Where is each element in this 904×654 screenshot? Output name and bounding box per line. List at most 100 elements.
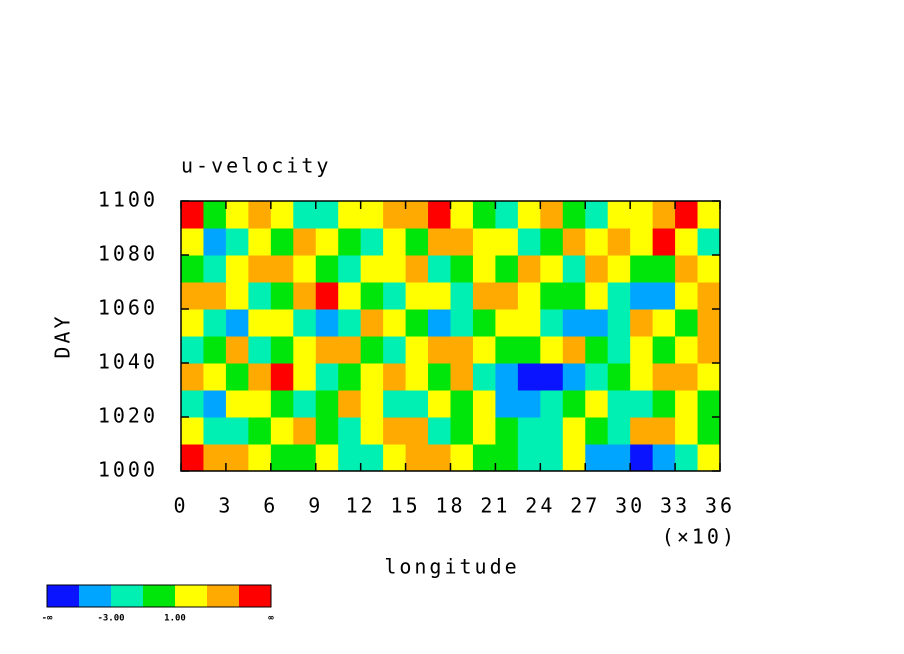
heatmap-cell (540, 228, 564, 256)
heatmap-cell (675, 228, 699, 256)
heatmap-cell (315, 255, 339, 283)
heatmap-cell (293, 282, 317, 310)
heatmap-cell (428, 417, 451, 445)
heatmap-cell (697, 255, 721, 283)
heatmap-cell (540, 363, 564, 391)
x-tick-label: 24 (525, 494, 555, 518)
y-tick-label: 1040 (98, 350, 158, 374)
x-tick-label: 0 (173, 494, 188, 518)
y-tick-label: 1000 (98, 458, 158, 482)
heatmap-cell (293, 201, 317, 229)
heatmap-cell (585, 228, 609, 256)
heatmap-cell (405, 363, 429, 391)
heatmap-cell (607, 255, 631, 283)
heatmap-cell (181, 444, 204, 472)
heatmap-cell (405, 201, 429, 229)
heatmap-cell (315, 444, 339, 472)
heatmap-cell (585, 282, 609, 310)
heatmap-cell (360, 444, 384, 472)
heatmap-cell (630, 228, 654, 256)
heatmap-cell (630, 417, 654, 445)
heatmap-cell (450, 201, 474, 229)
heatmap-cell (293, 444, 317, 472)
heatmap-cell (607, 228, 631, 256)
heatmap-cell (450, 255, 474, 283)
heatmap-cell (517, 228, 541, 256)
heatmap-cell (517, 336, 541, 364)
heatmap-cell (181, 336, 204, 364)
heatmap-cell (697, 309, 721, 337)
heatmap-cell (428, 309, 451, 337)
heatmap-cell (293, 336, 317, 364)
heatmap-cell (697, 417, 721, 445)
heatmap-cell (360, 309, 384, 337)
heatmap-cell (428, 201, 451, 229)
heatmap-cell (630, 255, 654, 283)
colorbar-box (79, 585, 111, 607)
heatmap-cell (428, 255, 451, 283)
heatmap-cell (675, 309, 699, 337)
heatmap-cell (562, 201, 586, 229)
heatmap-cell (675, 336, 699, 364)
heatmap-cell (315, 201, 339, 229)
heatmap-cell (472, 390, 496, 418)
y-tick-label: 1080 (98, 242, 158, 266)
heatmap-cell (472, 309, 496, 337)
x-tick-label: 33 (660, 494, 690, 518)
heatmap-cell (562, 309, 586, 337)
heatmap-cell (630, 282, 654, 310)
heatmap-cell (517, 282, 541, 310)
heatmap-cell (248, 201, 272, 229)
heatmap-cell (585, 390, 609, 418)
heatmap-cell (517, 255, 541, 283)
x-tick-label: 18 (435, 494, 465, 518)
heatmap-cell (315, 309, 339, 337)
colorbar-box (239, 585, 271, 607)
heatmap-cell (203, 390, 227, 418)
heatmap-cell (697, 282, 721, 310)
heatmap-cell (562, 255, 586, 283)
heatmap-cell (270, 390, 294, 418)
heatmap-cell (562, 282, 586, 310)
heatmap-cell (540, 336, 564, 364)
heatmap-cell (495, 309, 519, 337)
heatmap-cell (248, 336, 272, 364)
heatmap-cell (338, 390, 362, 418)
heatmap-cell (675, 363, 699, 391)
heatmap-cell (450, 336, 474, 364)
heatmap-cell (562, 228, 586, 256)
heatmap-cell (338, 417, 362, 445)
heatmap-cell (405, 336, 429, 364)
heatmap-cell (405, 309, 429, 337)
heatmap-cell (428, 336, 451, 364)
heatmap-cell (248, 444, 272, 472)
heatmap-cell (270, 255, 294, 283)
heatmap-cell (630, 444, 654, 472)
heatmap-cell (495, 444, 519, 472)
heatmap-cell (338, 255, 362, 283)
colorbar-label: ∞ (268, 614, 274, 624)
heatmap-cell (383, 201, 407, 229)
heatmap-cell (203, 363, 227, 391)
heatmap-cell (652, 390, 676, 418)
heatmap-cell (225, 336, 249, 364)
heatmap-cell (517, 444, 541, 472)
heatmap-cell (697, 228, 721, 256)
heatmap-cell (383, 309, 407, 337)
heatmap-cell (203, 417, 227, 445)
heatmap-cell (270, 201, 294, 229)
heatmap-cell (428, 228, 451, 256)
heatmap-cell (225, 228, 249, 256)
heatmap-cell (270, 417, 294, 445)
heatmap-cell (540, 417, 564, 445)
heatmap-cell (562, 336, 586, 364)
heatmap-cell (270, 336, 294, 364)
heatmap-cell (675, 417, 699, 445)
heatmap-cell (225, 309, 249, 337)
heatmap-cell (383, 363, 407, 391)
colorbar-box (143, 585, 175, 607)
heatmap-cell (181, 363, 204, 391)
heatmap-cell (315, 363, 339, 391)
heatmap-cell (293, 417, 317, 445)
